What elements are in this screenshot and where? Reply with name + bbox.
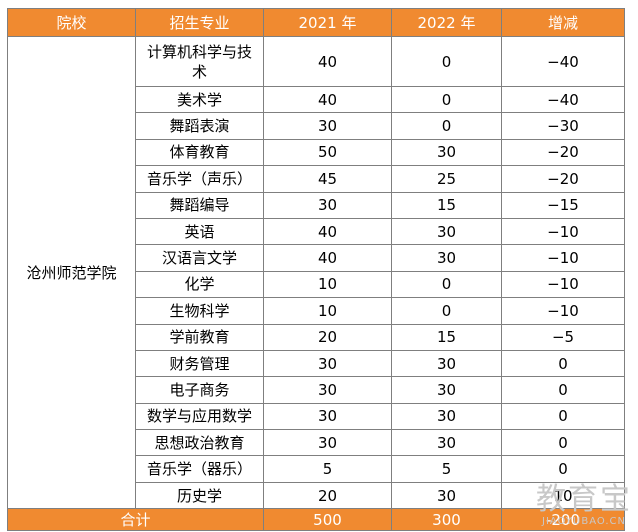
change-cell: −10: [501, 270, 625, 299]
change-cell: −10: [501, 244, 625, 272]
table-body: 沧州师范学院 计算机科学与技术 40 0 −40 美术学 40 0 −40 舞蹈表演 30 0 −30 体…: [7, 35, 625, 510]
change-cell: −20: [501, 165, 625, 193]
year-2022-cell: 15: [391, 323, 502, 351]
year-2022-cell: 30: [391, 244, 502, 272]
header-major: 招生专业: [135, 8, 264, 37]
year-2022-cell: 30: [391, 376, 502, 404]
major-cell: 汉语言文学: [135, 244, 264, 272]
year-2021-cell: 40: [263, 85, 392, 114]
year-2021-cell: 20: [263, 323, 392, 351]
change-cell: 0: [501, 349, 625, 378]
change-cell: −40: [501, 85, 625, 114]
year-2022-cell: 25: [391, 165, 502, 193]
total-2022: 300: [391, 508, 502, 532]
year-2021-cell: 30: [263, 429, 392, 457]
change-cell: −30: [501, 112, 625, 140]
major-cell: 生物科学: [135, 297, 264, 325]
major-cell: 历史学: [135, 481, 264, 510]
year-2021-cell: 30: [263, 112, 392, 140]
total-label: 合计: [7, 508, 264, 532]
change-cell: 0: [501, 429, 625, 457]
change-cell: −20: [501, 138, 625, 167]
table-row: 化学 10 0 −10: [8, 270, 625, 299]
header-change: 增减: [501, 8, 625, 37]
major-cell: 思想政治教育: [135, 429, 264, 457]
table-row: 体育教育 50 30 −20: [8, 138, 625, 167]
table-row: 英语 40 30 −10: [8, 217, 625, 246]
major-cell: 电子商务: [135, 376, 264, 404]
major-cell: 数学与应用数学: [135, 402, 264, 431]
change-cell: −40: [501, 36, 625, 87]
year-2022-cell: 30: [391, 402, 502, 431]
major-cell: 美术学: [135, 85, 264, 114]
year-2022-cell: 30: [391, 429, 502, 457]
year-2021-cell: 20: [263, 481, 392, 510]
year-2022-cell: 0: [391, 297, 502, 325]
year-2022-cell: 30: [391, 349, 502, 378]
change-cell: 0: [501, 402, 625, 431]
change-cell: −5: [501, 323, 625, 351]
year-2021-cell: 40: [263, 217, 392, 246]
table-row: 生物科学 10 0 −10: [8, 297, 625, 325]
change-cell: −10: [501, 217, 625, 246]
major-cell: 计算机科学与技术: [135, 36, 264, 87]
year-2021-cell: 45: [263, 165, 392, 193]
table-row: 舞蹈表演 30 0 −30: [8, 112, 625, 140]
year-2021-cell: 30: [263, 191, 392, 219]
year-2022-cell: 0: [391, 112, 502, 140]
year-2022-cell: 30: [391, 217, 502, 246]
major-cell: 财务管理: [135, 349, 264, 378]
year-2022-cell: 0: [391, 270, 502, 299]
major-cell: 舞蹈编导: [135, 191, 264, 219]
year-2021-cell: 40: [263, 36, 392, 87]
year-2022-cell: 0: [391, 36, 502, 87]
change-cell: 10: [501, 481, 625, 510]
year-2021-cell: 40: [263, 244, 392, 272]
table-row: 思想政治教育 30 30 0: [8, 429, 625, 457]
year-2022-cell: 15: [391, 191, 502, 219]
year-2022-cell: 30: [391, 138, 502, 167]
change-cell: 0: [501, 376, 625, 404]
total-2021: 500: [263, 508, 392, 532]
header-2021: 2021 年: [263, 8, 392, 37]
change-cell: −15: [501, 191, 625, 219]
table-row: 电子商务 30 30 0: [8, 376, 625, 404]
year-2021-cell: 30: [263, 402, 392, 431]
header-school: 院校: [7, 8, 136, 37]
table-row: 舞蹈编导 30 15 −15: [8, 191, 625, 219]
table-row: 学前教育 20 15 −5: [8, 323, 625, 351]
table-row: 沧州师范学院 计算机科学与技术 40 0 −40: [7, 35, 625, 510]
year-2021-cell: 30: [263, 376, 392, 404]
year-2022-cell: 5: [391, 455, 502, 483]
year-2021-cell: 30: [263, 349, 392, 378]
total-change: -200: [501, 508, 625, 532]
major-cell: 化学: [135, 270, 264, 299]
change-cell: −10: [501, 297, 625, 325]
major-cell: 学前教育: [135, 323, 264, 351]
year-2021-cell: 10: [263, 270, 392, 299]
major-cell: 音乐学（声乐）: [135, 165, 264, 193]
year-2022-cell: 30: [391, 481, 502, 510]
table-row: 历史学 20 30 10: [8, 481, 625, 510]
table-row: 音乐学（器乐） 5 5 0: [8, 455, 625, 483]
major-cell: 音乐学（器乐）: [135, 455, 264, 483]
major-cell: 英语: [135, 217, 264, 246]
school-name: 沧州师范学院: [7, 35, 136, 510]
year-2022-cell: 0: [391, 85, 502, 114]
total-row: 合计 500 300 -200: [7, 508, 625, 532]
header-2022: 2022 年: [391, 8, 502, 37]
major-cell: 体育教育: [135, 138, 264, 167]
enrollment-table: 院校 招生专业 2021 年 2022 年 增减 沧州师范学院 计算机科学与技术 4…: [7, 8, 625, 532]
header-row: 院校 招生专业 2021 年 2022 年 增减: [7, 8, 625, 37]
year-2021-cell: 50: [263, 138, 392, 167]
major-cell: 舞蹈表演: [135, 112, 264, 140]
year-2021-cell: 10: [263, 297, 392, 325]
year-2021-cell: 5: [263, 455, 392, 483]
table-row: 财务管理 30 30 0: [8, 349, 625, 378]
change-cell: 0: [501, 455, 625, 483]
